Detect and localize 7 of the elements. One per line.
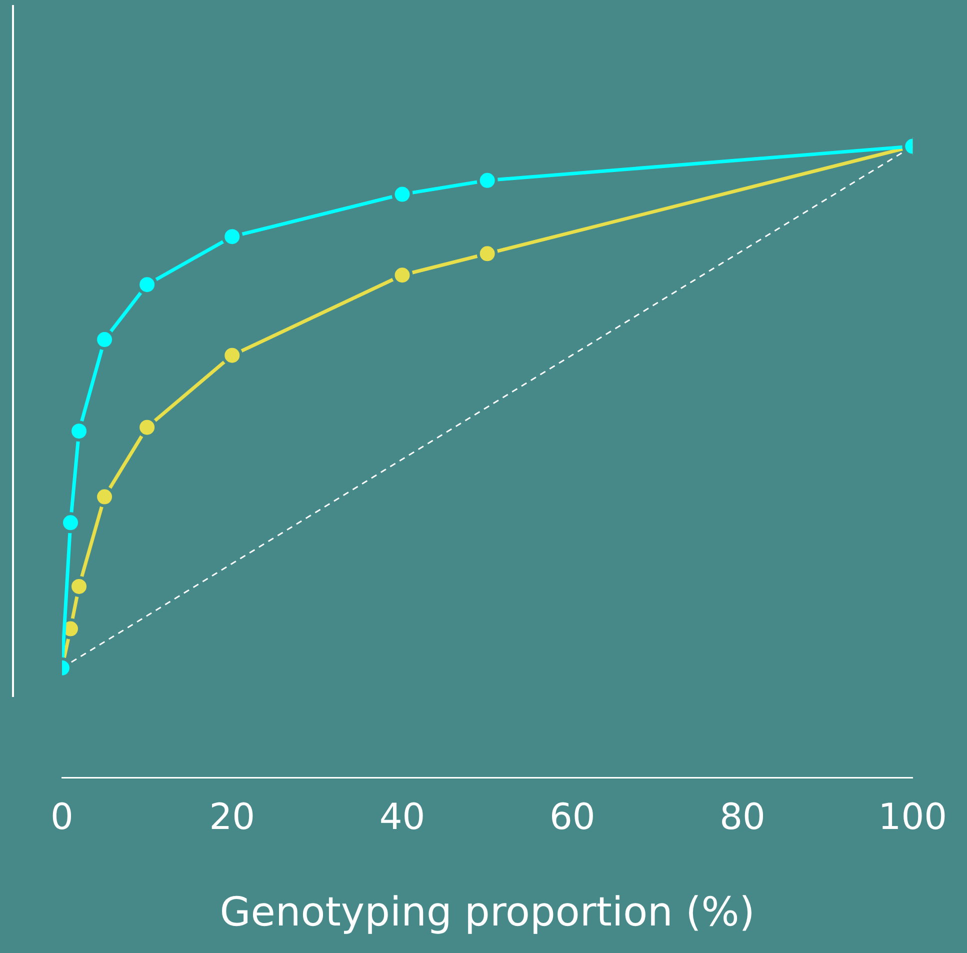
x-tick-label: 0: [50, 796, 74, 838]
x-tick-label: 80: [720, 796, 766, 838]
x-tick-label: 60: [549, 796, 596, 838]
x-tick-label: 20: [209, 796, 256, 838]
x-tick-label: 40: [379, 796, 426, 838]
x-tick-label: 100: [878, 796, 948, 838]
x-axis-title: Genotyping proportion (%): [220, 889, 755, 936]
